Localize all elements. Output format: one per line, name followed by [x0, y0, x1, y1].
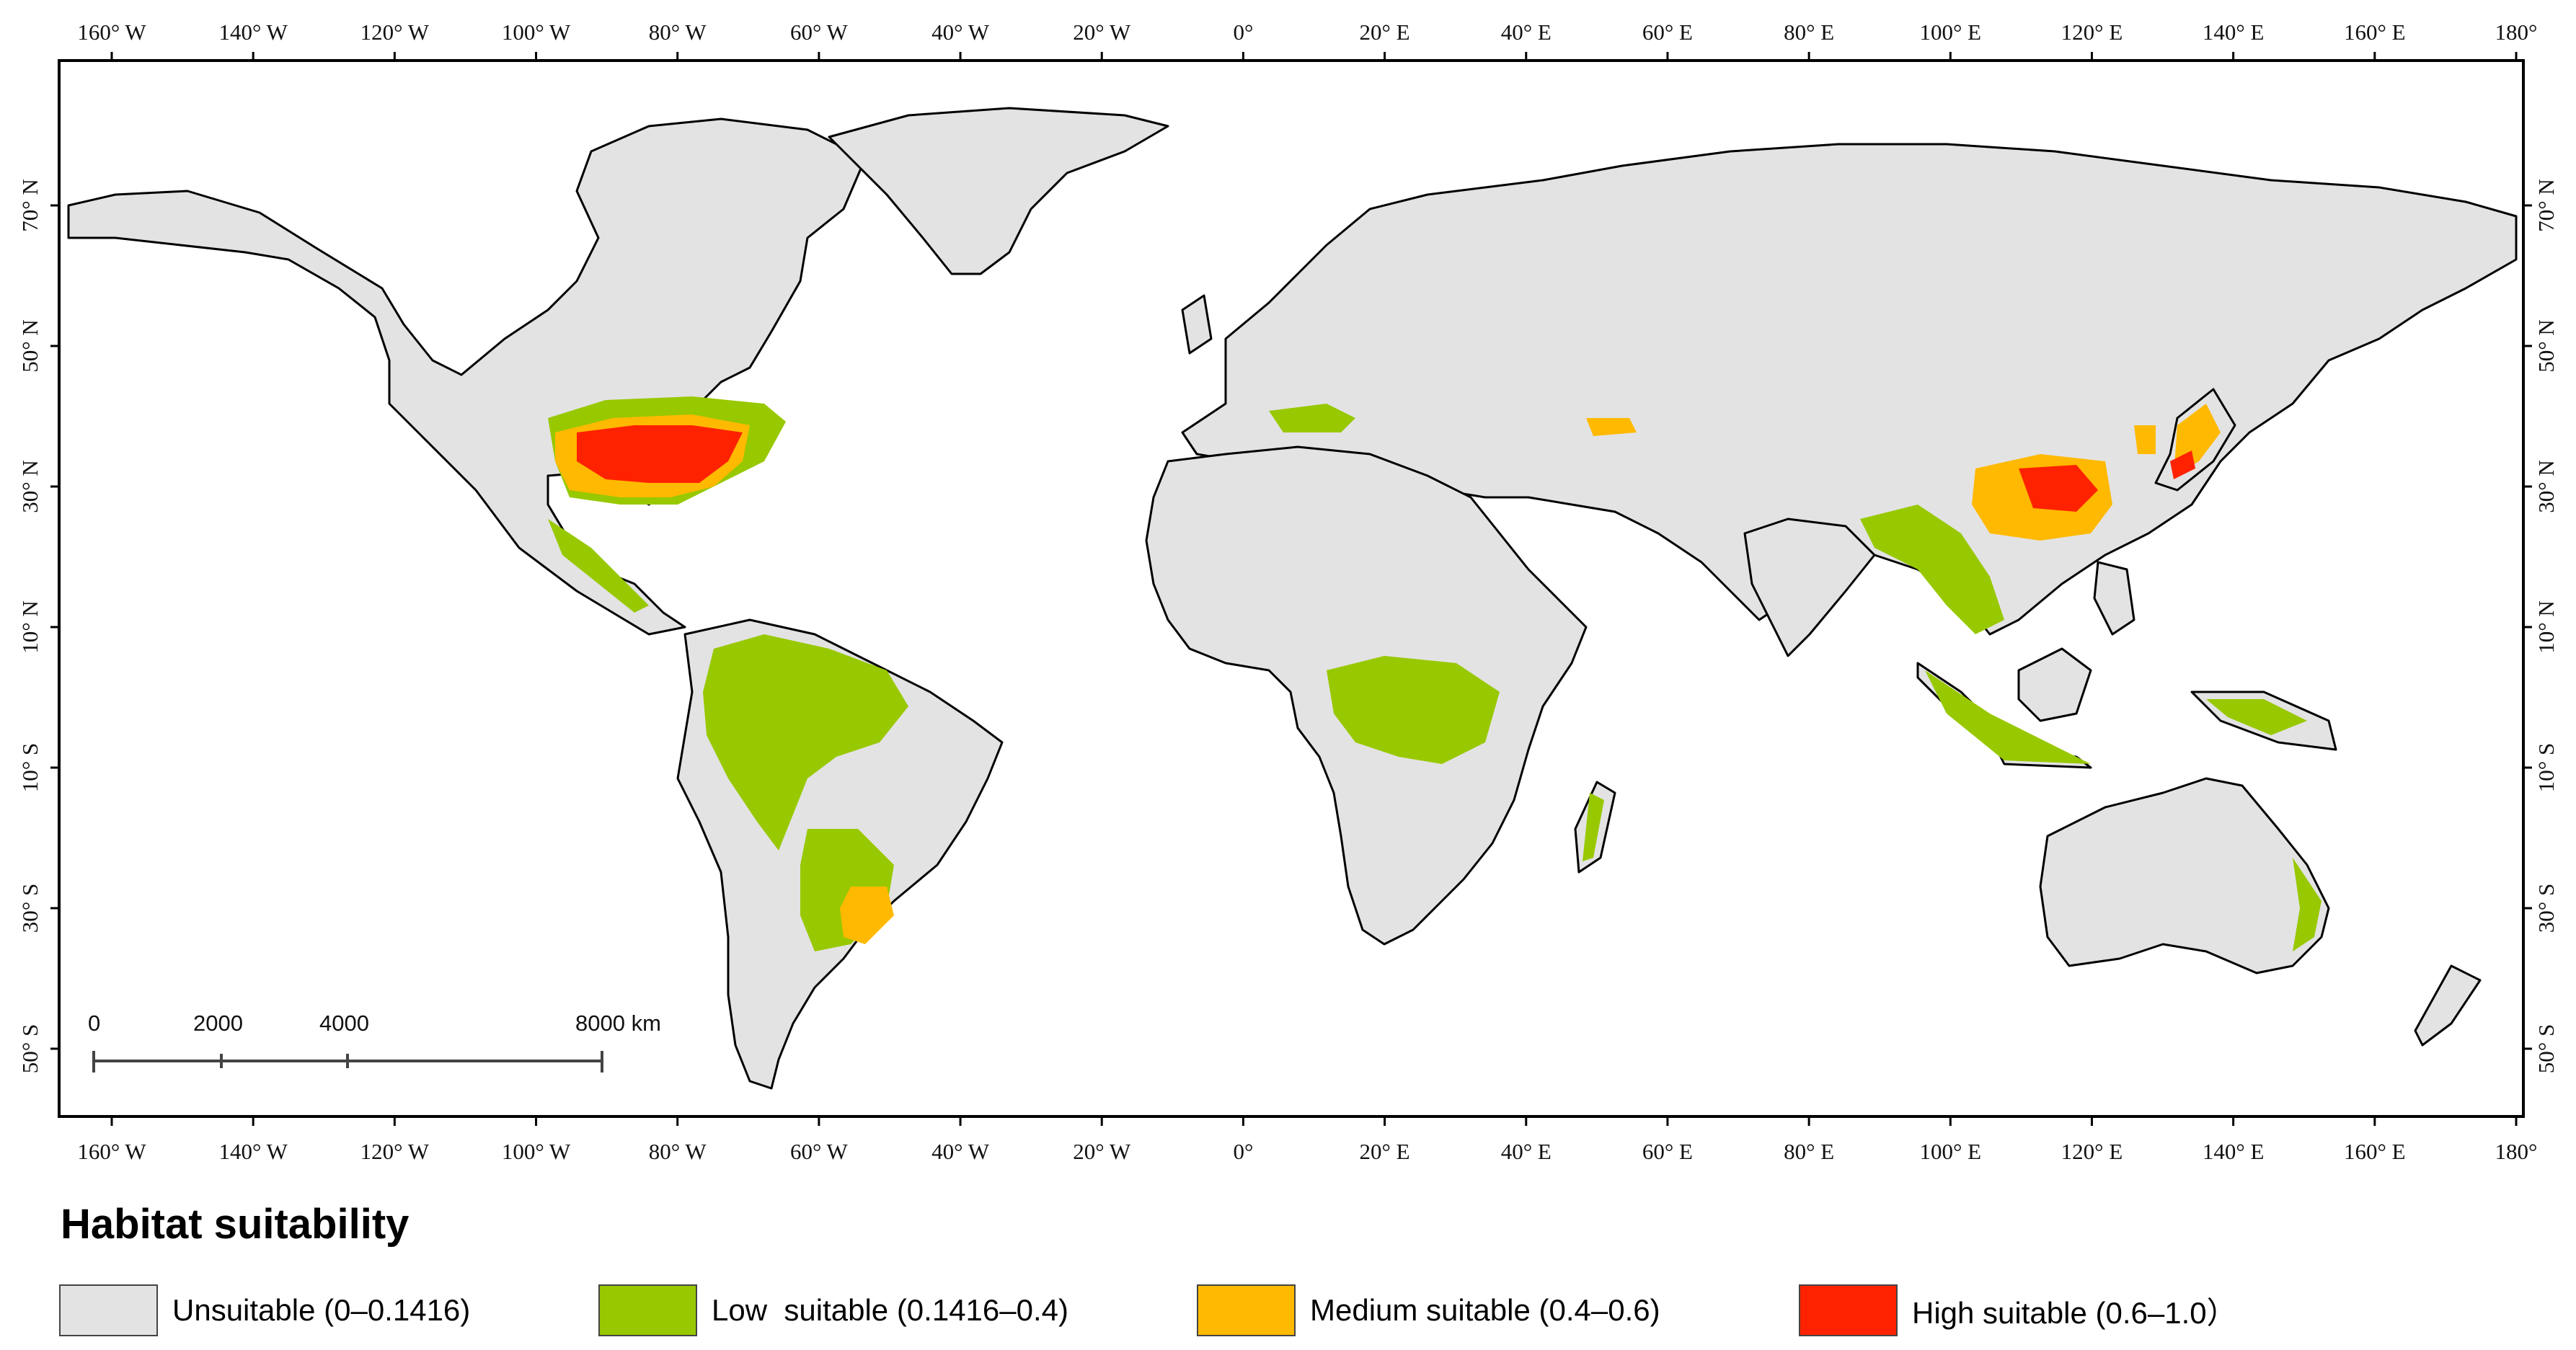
latitude-ticks-left: 70° N 50° N 30° N 10° N 10° S 30° S 50° S	[17, 179, 59, 1073]
longitude-label: 140° E	[2203, 1139, 2265, 1164]
longitude-label: 40° W	[931, 19, 990, 45]
longitude-label: 160° E	[2344, 1139, 2406, 1164]
mexico-low-zone	[548, 519, 649, 613]
legend-item-high: High suitable (0.6–1.0）	[1799, 1282, 2237, 1339]
longitude-label: 120° E	[2061, 19, 2123, 45]
australia-low-zone	[2293, 858, 2322, 951]
longitude-ticks-bottom: 160° W 140° W 120° W 100° W 80° W 60° W 40° W 2…	[77, 1116, 2537, 1164]
australia	[2039, 777, 2330, 974]
scale-label: 0	[88, 1011, 100, 1036]
greenland	[828, 107, 1169, 275]
latitude-label: 50° S	[17, 1024, 43, 1073]
scale-bar: 0 2000 4000 8000 km	[88, 1011, 661, 1073]
longitude-label: 180°	[2495, 1139, 2538, 1164]
longitude-label: 40° E	[1501, 19, 1552, 45]
legend-item-unsuitable: Unsuitable (0–0.1416)	[59, 1282, 470, 1339]
philippines	[2093, 561, 2135, 636]
legend-title: Habitat suitability	[61, 1201, 410, 1248]
longitude-label: 40° E	[1501, 1139, 1552, 1164]
scale-label: 8000 km	[575, 1011, 661, 1036]
longitude-label: 80° E	[1784, 1139, 1834, 1164]
longitude-label: 160° W	[77, 19, 146, 45]
longitude-label: 0°	[1233, 1139, 1253, 1164]
legend-label: Unsuitable (0–0.1416)	[172, 1293, 471, 1327]
latitude-label: 70° N	[17, 179, 43, 232]
legend-label: High suitable (0.6–1.0）	[1912, 1295, 2237, 1330]
longitude-label: 20° E	[1360, 19, 1410, 45]
longitude-label: 180°	[2495, 19, 2538, 45]
madagascar-low-zone	[1583, 793, 1604, 861]
longitude-label: 80° E	[1784, 19, 1834, 45]
latitude-label: 10° S	[2533, 743, 2559, 792]
longitude-label: 80° W	[649, 1139, 707, 1164]
korea-medium-zone	[2134, 425, 2156, 454]
legend-item-medium: Medium suitable (0.4–0.6)	[1197, 1282, 1660, 1339]
latitude-ticks-right: 70° N 50° N 30° N 10° N 10° S 30° S 50° S	[2523, 179, 2559, 1073]
scale-label: 4000	[319, 1011, 369, 1036]
longitude-label: 20° W	[1073, 1139, 1131, 1164]
latitude-label: 70° N	[2533, 179, 2559, 232]
europe-low-zone	[1269, 404, 1355, 432]
longitude-label: 40° W	[931, 1139, 990, 1164]
new-zealand	[2414, 964, 2482, 1047]
suitability-layer	[548, 396, 2322, 951]
caucasus-medium-zone	[1586, 418, 1637, 436]
longitude-label: 100° E	[1919, 19, 1981, 45]
eurasia	[1181, 143, 2518, 636]
china-high-zone	[2019, 465, 2098, 512]
legend-item-low: Low suitable (0.1416–0.4)	[598, 1282, 1068, 1339]
longitude-label: 140° W	[218, 19, 288, 45]
legend-label: Medium suitable (0.4–0.6)	[1310, 1293, 1660, 1327]
latitude-label: 50° N	[17, 319, 43, 373]
longitude-label: 80° W	[649, 19, 707, 45]
latitude-label: 30° S	[2533, 884, 2559, 933]
longitude-label: 100° W	[502, 19, 571, 45]
latitude-label: 30° S	[17, 884, 43, 933]
indian-subcontinent	[1743, 518, 1876, 657]
longitude-label: 120° W	[360, 1139, 430, 1164]
longitude-label: 120° E	[2061, 1139, 2123, 1164]
latitude-label: 50° S	[2533, 1024, 2559, 1073]
longitude-label: 20° W	[1073, 19, 1131, 45]
latitude-label: 10° N	[2533, 600, 2559, 654]
indonesia-low-zone	[1925, 670, 2091, 764]
longitude-label: 140° W	[218, 1139, 288, 1164]
latitude-label: 50° N	[2533, 319, 2559, 373]
japan-high-zone	[2170, 450, 2195, 479]
latitude-label: 10° N	[17, 600, 43, 654]
longitude-label: 60° E	[1642, 1139, 1693, 1164]
british-isles	[1181, 294, 1213, 355]
latitude-label: 30° N	[2533, 460, 2559, 513]
legend-swatch	[598, 1284, 697, 1336]
legend-label: Low suitable (0.1416–0.4)	[712, 1293, 1068, 1327]
longitude-label: 140° E	[2203, 19, 2265, 45]
legend-swatch	[59, 1284, 158, 1336]
longitude-label: 60° W	[790, 19, 849, 45]
legend-swatch	[1197, 1284, 1296, 1336]
se-asia-low-zone	[1860, 505, 2004, 634]
longitude-label: 160° W	[77, 1139, 146, 1164]
longitude-label: 100° E	[1919, 1139, 1981, 1164]
sa-medium-zone	[840, 887, 894, 944]
longitude-label: 0°	[1233, 19, 1253, 45]
new-guinea-low-zone	[2206, 699, 2307, 735]
longitude-label: 60° E	[1642, 19, 1693, 45]
longitude-label: 20° E	[1360, 1139, 1410, 1164]
longitude-label: 100° W	[502, 1139, 571, 1164]
legend-swatch	[1799, 1284, 1898, 1336]
sa-low-zone	[703, 634, 908, 851]
longitude-label: 60° W	[790, 1139, 849, 1164]
longitude-ticks-top: 160° W 140° W 120° W 100° W 80° W 60° W 40° W 2…	[77, 19, 2537, 61]
na-high-zone	[577, 425, 743, 483]
scale-label: 2000	[193, 1011, 243, 1036]
longitude-label: 120° W	[360, 19, 430, 45]
latitude-label: 30° N	[17, 460, 43, 513]
longitude-label: 160° E	[2344, 19, 2406, 45]
africa-low-zone	[1327, 656, 1500, 764]
borneo	[2017, 647, 2092, 722]
legend: Unsuitable (0–0.1416) Low suitable (0.14…	[0, 1282, 2576, 1339]
latitude-label: 10° S	[17, 743, 43, 792]
